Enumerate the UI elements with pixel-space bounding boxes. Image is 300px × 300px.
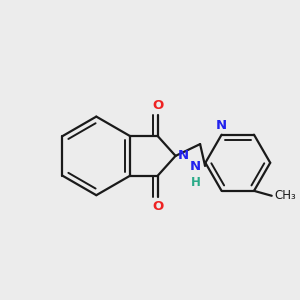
Text: CH₃: CH₃ [274,189,296,202]
Text: O: O [152,200,164,213]
Text: N: N [178,149,189,162]
Text: H: H [191,176,201,188]
Text: N: N [190,160,201,173]
Text: O: O [152,99,164,112]
Text: N: N [216,119,227,132]
